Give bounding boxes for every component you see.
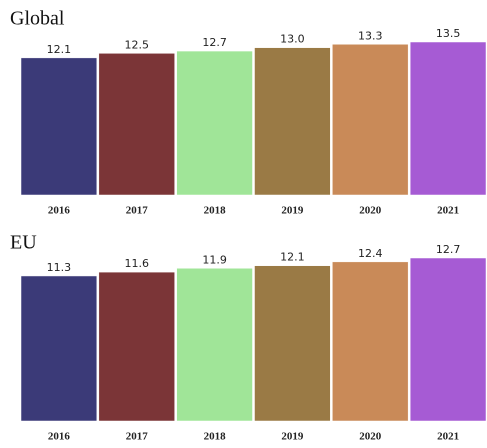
value-label: 12.1 [47, 43, 72, 56]
chart-title: EU [10, 232, 37, 254]
bar [20, 57, 98, 196]
x-tick-label: 2019 [281, 205, 304, 217]
bar [254, 265, 331, 422]
bar [409, 257, 487, 422]
x-tick-label: 2018 [204, 205, 227, 217]
bar [332, 261, 409, 422]
bar [98, 53, 175, 196]
bar [176, 268, 253, 422]
value-label: 12.7 [202, 36, 227, 49]
value-label: 11.9 [202, 253, 227, 266]
x-tick-label: 2021 [437, 205, 459, 217]
value-label: 12.1 [280, 251, 305, 264]
bar [20, 275, 98, 422]
value-label: 11.6 [125, 257, 150, 270]
bar [409, 41, 487, 196]
value-label: 13.3 [358, 29, 383, 42]
x-tick-label: 2016 [48, 431, 71, 443]
value-label: 13.5 [436, 27, 461, 40]
bar [176, 50, 253, 196]
x-tick-label: 2020 [359, 431, 382, 443]
value-label: 12.5 [125, 38, 150, 51]
x-tick-label: 2017 [126, 431, 149, 443]
bar [98, 271, 175, 422]
x-tick-label: 2021 [437, 431, 459, 443]
value-label: 11.3 [47, 261, 72, 274]
x-tick-label: 2020 [359, 205, 382, 217]
x-tick-label: 2016 [48, 205, 71, 217]
x-tick-label: 2018 [204, 431, 227, 443]
chart-title: Global [10, 8, 65, 30]
bar [332, 44, 409, 196]
x-tick-label: 2017 [126, 205, 149, 217]
value-label: 12.4 [358, 247, 383, 260]
value-label: 12.7 [436, 243, 461, 256]
x-tick-label: 2019 [281, 431, 304, 443]
value-label: 13.0 [280, 33, 305, 46]
bar [254, 47, 331, 196]
